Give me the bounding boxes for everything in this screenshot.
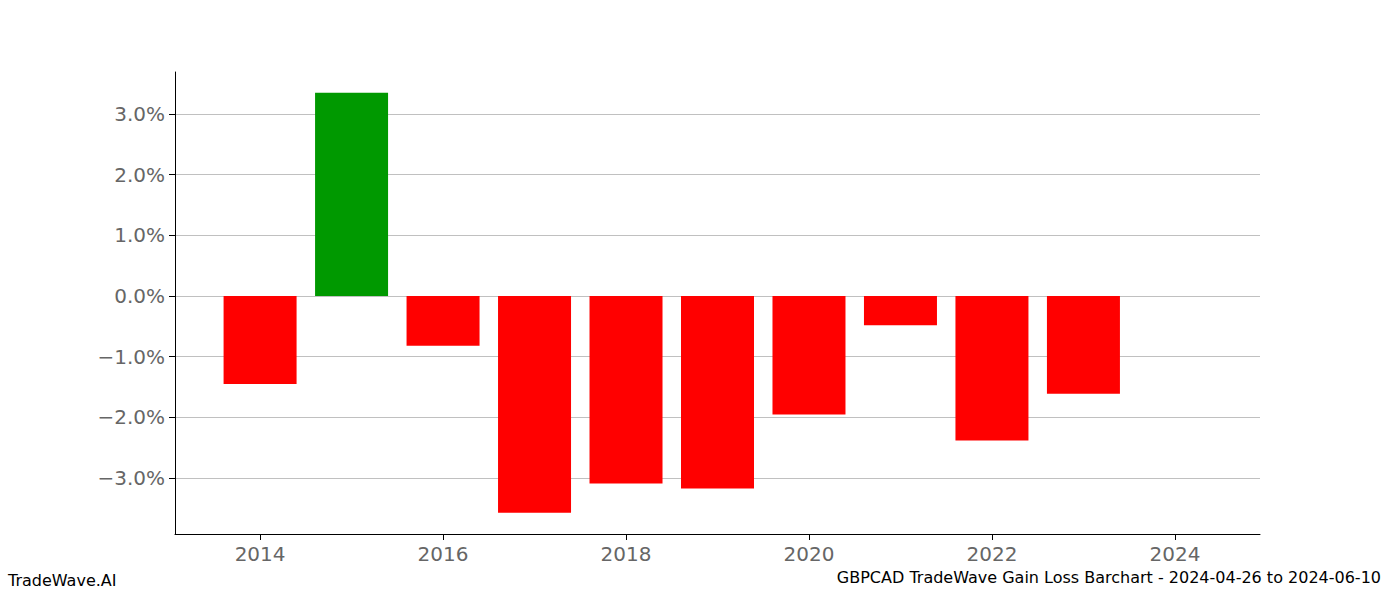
svg-text:GBPCAD TradeWave Gain Loss Bar: GBPCAD TradeWave Gain Loss Barchart - 20… [837, 568, 1381, 587]
svg-text:0.0%: 0.0% [114, 284, 165, 308]
svg-text:−3.0%: −3.0% [97, 466, 165, 490]
svg-text:3.0%: 3.0% [114, 102, 165, 126]
svg-text:2020: 2020 [784, 542, 835, 566]
svg-text:2018: 2018 [601, 542, 652, 566]
svg-text:2014: 2014 [235, 542, 286, 566]
svg-text:−1.0%: −1.0% [97, 345, 165, 369]
svg-text:2024: 2024 [1149, 542, 1200, 566]
svg-text:2016: 2016 [418, 542, 469, 566]
svg-text:2022: 2022 [966, 542, 1017, 566]
svg-text:−2.0%: −2.0% [97, 405, 165, 429]
svg-text:2.0%: 2.0% [114, 163, 165, 187]
svg-text:1.0%: 1.0% [114, 223, 165, 247]
svg-text:TradeWave.AI: TradeWave.AI [7, 571, 116, 590]
